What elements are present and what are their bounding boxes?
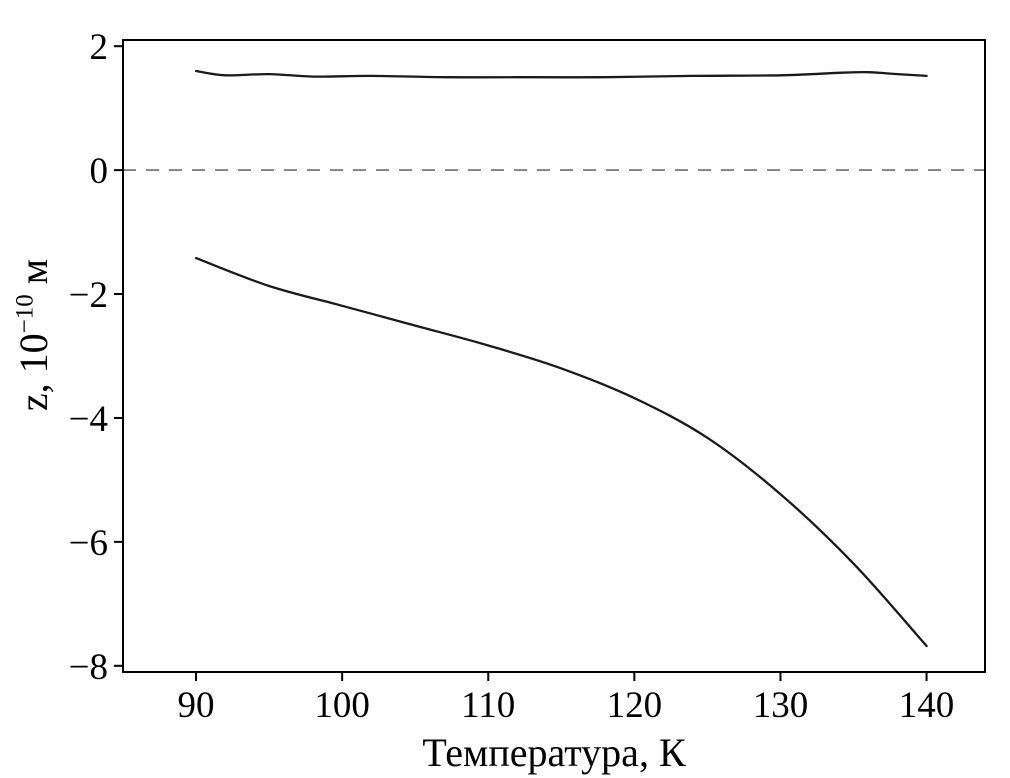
y-axis-label: z, 10−10 м <box>11 258 56 412</box>
x-tick-label: 100 <box>314 685 370 726</box>
plot-frame <box>122 39 986 673</box>
y-tick-label: 2 <box>90 27 109 68</box>
x-axis-label: Температура, К <box>422 730 686 775</box>
y-axis-label-exponent: −10 <box>11 294 39 334</box>
x-tick-label: 110 <box>461 685 515 726</box>
y-axis-label-prefix: z, 10 <box>11 333 56 412</box>
series-upper-branch <box>194 69 928 79</box>
y-axis-label-suffix: м <box>11 258 56 295</box>
y-tick-label: −8 <box>69 647 108 688</box>
x-tick-label: 130 <box>753 685 809 726</box>
x-tick-label: 90 <box>178 685 215 726</box>
y-tick-label: −6 <box>69 523 108 564</box>
y-tick-label: 0 <box>90 151 109 192</box>
y-tick-label: −2 <box>69 275 108 316</box>
series-lower-branch <box>194 256 928 648</box>
x-tick-label: 140 <box>899 685 955 726</box>
y-tick-label: −4 <box>69 399 108 440</box>
x-tick-label: 120 <box>607 685 663 726</box>
